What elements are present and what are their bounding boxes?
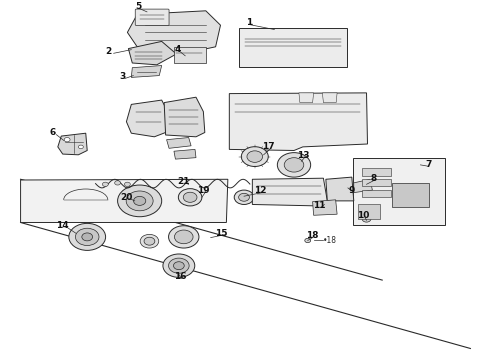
Ellipse shape (183, 192, 197, 202)
Ellipse shape (247, 151, 263, 162)
Bar (239, 28, 347, 67)
Bar (362, 168, 391, 176)
Bar (353, 158, 445, 225)
Text: 17: 17 (262, 142, 275, 151)
Polygon shape (299, 93, 314, 103)
Ellipse shape (163, 254, 195, 277)
Text: 3: 3 (120, 72, 125, 81)
Ellipse shape (173, 262, 184, 270)
Ellipse shape (277, 153, 311, 177)
Polygon shape (164, 97, 205, 137)
Text: 4: 4 (174, 45, 181, 54)
Ellipse shape (64, 138, 70, 142)
Polygon shape (58, 133, 87, 155)
Text: 16: 16 (174, 272, 187, 281)
Polygon shape (126, 100, 169, 137)
Text: 15: 15 (215, 229, 228, 238)
Ellipse shape (140, 234, 159, 248)
Ellipse shape (102, 182, 108, 186)
Text: 12: 12 (254, 186, 267, 195)
Bar (358, 204, 380, 219)
Text: 21: 21 (177, 177, 190, 186)
Ellipse shape (174, 230, 193, 244)
Ellipse shape (133, 197, 146, 205)
FancyBboxPatch shape (135, 9, 169, 26)
Text: 8: 8 (370, 174, 376, 183)
Text: 7: 7 (425, 161, 432, 169)
Text: 6: 6 (50, 128, 56, 137)
Ellipse shape (234, 190, 254, 204)
Polygon shape (127, 11, 220, 54)
Polygon shape (326, 177, 354, 201)
Polygon shape (229, 93, 368, 150)
Text: 1: 1 (246, 18, 252, 27)
Ellipse shape (242, 147, 269, 166)
Text: 5: 5 (135, 2, 141, 11)
Ellipse shape (284, 158, 304, 172)
Polygon shape (174, 149, 196, 159)
Ellipse shape (115, 181, 121, 185)
Ellipse shape (118, 185, 162, 217)
Bar (362, 179, 391, 186)
Text: 11: 11 (313, 201, 326, 210)
Text: 10: 10 (357, 211, 370, 220)
Text: 14: 14 (56, 220, 69, 230)
Ellipse shape (124, 182, 130, 186)
Polygon shape (313, 200, 337, 215)
Ellipse shape (362, 216, 371, 222)
Polygon shape (354, 179, 372, 193)
Bar (392, 183, 429, 207)
Text: 19: 19 (197, 186, 210, 194)
Ellipse shape (144, 237, 155, 245)
Polygon shape (131, 66, 162, 77)
Ellipse shape (178, 189, 202, 206)
Text: 2: 2 (106, 46, 112, 55)
Ellipse shape (69, 223, 106, 251)
Ellipse shape (305, 238, 311, 243)
Ellipse shape (239, 193, 249, 201)
Polygon shape (21, 179, 228, 222)
Ellipse shape (75, 228, 99, 246)
Polygon shape (167, 138, 191, 148)
Ellipse shape (82, 233, 93, 241)
Text: 9: 9 (348, 186, 355, 194)
Polygon shape (322, 93, 337, 103)
Ellipse shape (169, 226, 199, 248)
Ellipse shape (126, 191, 153, 211)
Ellipse shape (78, 145, 83, 149)
Text: 13: 13 (296, 151, 309, 160)
Bar (174, 47, 206, 63)
Text: 18: 18 (306, 231, 319, 240)
Bar (362, 190, 391, 197)
Polygon shape (252, 178, 327, 206)
Text: 20: 20 (120, 193, 133, 202)
Ellipse shape (169, 258, 189, 273)
Polygon shape (128, 41, 176, 65)
Text: •18: •18 (322, 236, 337, 245)
